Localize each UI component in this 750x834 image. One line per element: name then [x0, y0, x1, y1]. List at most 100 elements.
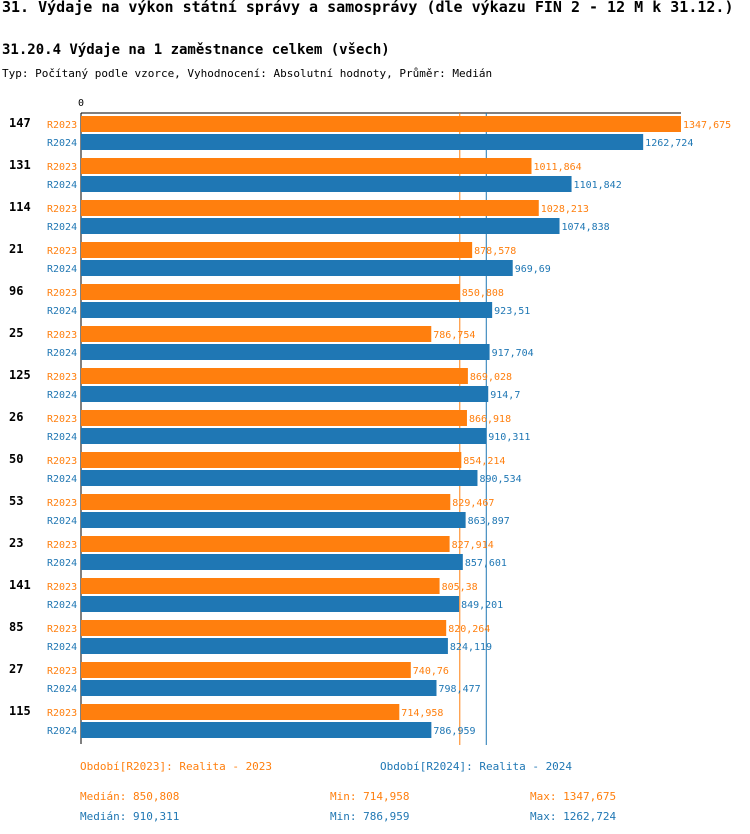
- data-label: 786,754: [433, 330, 475, 341]
- data-label: 798,477: [438, 684, 480, 695]
- data-label: 820,264: [448, 624, 490, 635]
- category-label: 25: [9, 326, 23, 340]
- data-label: 1347,675: [683, 120, 731, 131]
- bar: [81, 410, 467, 426]
- data-label: 866,918: [469, 414, 511, 425]
- stat-r2023-min: Min: 714,958: [330, 790, 410, 803]
- category-label: 115: [9, 704, 31, 718]
- series-label: R2023: [47, 414, 77, 425]
- bar: [81, 722, 432, 738]
- bar: [81, 302, 493, 318]
- series-label: R2024: [47, 390, 77, 401]
- stat-r2024-median: Medián: 910,311: [80, 810, 180, 823]
- series-label: R2024: [47, 684, 77, 695]
- series-label: R2023: [47, 456, 77, 467]
- data-label: 1262,724: [645, 138, 693, 149]
- series-label: R2024: [47, 474, 77, 485]
- series-label: R2023: [47, 666, 77, 677]
- bar: [81, 596, 460, 612]
- series-label: R2023: [47, 498, 77, 509]
- series-label: R2024: [47, 264, 77, 275]
- bar: [81, 512, 466, 528]
- data-label: 714,958: [401, 708, 443, 719]
- data-label: 786,959: [433, 726, 475, 737]
- data-label: 914,7: [490, 390, 520, 401]
- bar: [81, 386, 489, 402]
- bar: [81, 578, 440, 594]
- bar: [81, 260, 513, 276]
- bar: [81, 452, 462, 468]
- series-label: R2024: [47, 222, 77, 233]
- bar: [81, 494, 451, 510]
- stat-r2024-min: Min: 786,959: [330, 810, 410, 823]
- data-label: 824,119: [450, 642, 492, 653]
- category-label: 114: [9, 200, 31, 214]
- page-title: 31. Výdaje na výkon státní správy a samo…: [2, 0, 734, 16]
- category-label: 50: [9, 452, 23, 466]
- data-label: 1074,838: [562, 222, 610, 233]
- data-label: 910,311: [488, 432, 530, 443]
- series-label: R2023: [47, 288, 77, 299]
- data-label: 869,028: [470, 372, 512, 383]
- data-label: 890,534: [479, 474, 521, 485]
- series-label: R2024: [47, 558, 77, 569]
- bar-chart: 0 147 R2023 1347,675 R2024 1262,724 131 R2023 10…: [9, 98, 731, 745]
- bar: [81, 620, 447, 636]
- series-label: R2023: [47, 708, 77, 719]
- bar: [81, 200, 539, 216]
- bar: [81, 344, 490, 360]
- bar: [81, 470, 478, 486]
- category-label: 147: [9, 116, 31, 130]
- bar: [81, 218, 560, 234]
- data-label: 969,69: [515, 264, 551, 275]
- series-label: R2024: [47, 600, 77, 611]
- category-label: 96: [9, 284, 23, 298]
- series-label: R2024: [47, 516, 77, 527]
- bar: [81, 284, 460, 300]
- stat-r2023-median: Medián: 850,808: [80, 790, 180, 803]
- data-label: 829,467: [452, 498, 494, 509]
- data-label: 850,808: [462, 288, 504, 299]
- series-label: R2024: [47, 642, 77, 653]
- series-label: R2023: [47, 582, 77, 593]
- category-label: 85: [9, 620, 23, 634]
- category-label: 141: [9, 578, 31, 592]
- series-label: R2024: [47, 726, 77, 737]
- category-label: 26: [9, 410, 23, 424]
- bar: [81, 662, 411, 678]
- bar: [81, 638, 448, 654]
- data-label: 878,578: [474, 246, 516, 257]
- data-label: 849,201: [461, 600, 503, 611]
- data-label: 917,704: [492, 348, 534, 359]
- stat-r2023-max: Max: 1347,675: [530, 790, 617, 803]
- legend-r2023: Období[R2023]: Realita - 2023: [80, 760, 273, 773]
- category-label: 27: [9, 662, 23, 676]
- stat-r2024-max: Max: 1262,724: [530, 810, 617, 823]
- data-label: 854,214: [463, 456, 505, 467]
- data-label: 805,38: [442, 582, 478, 593]
- data-label: 740,76: [413, 666, 449, 677]
- series-label: R2024: [47, 432, 77, 443]
- series-label: R2024: [47, 138, 77, 149]
- series-label: R2024: [47, 306, 77, 317]
- bar: [81, 680, 437, 696]
- series-label: R2023: [47, 120, 77, 131]
- bar: [81, 242, 473, 258]
- chart-type-info: Typ: Počítaný podle vzorce, Vyhodnocení:…: [2, 67, 493, 80]
- legend-r2024: Období[R2024]: Realita - 2024: [380, 760, 573, 773]
- series-label: R2023: [47, 372, 77, 383]
- series-label: R2023: [47, 162, 77, 173]
- bar: [81, 326, 432, 342]
- bar: [81, 134, 644, 150]
- data-label: 1028,213: [541, 204, 589, 215]
- bar: [81, 176, 572, 192]
- category-label: 23: [9, 536, 23, 550]
- bar: [81, 536, 450, 552]
- series-label: R2024: [47, 348, 77, 359]
- bar: [81, 368, 468, 384]
- category-label: 21: [9, 242, 23, 256]
- data-label: 863,897: [468, 516, 510, 527]
- x-tick-label: 0: [78, 98, 84, 109]
- bar: [81, 554, 463, 570]
- bar: [81, 116, 681, 132]
